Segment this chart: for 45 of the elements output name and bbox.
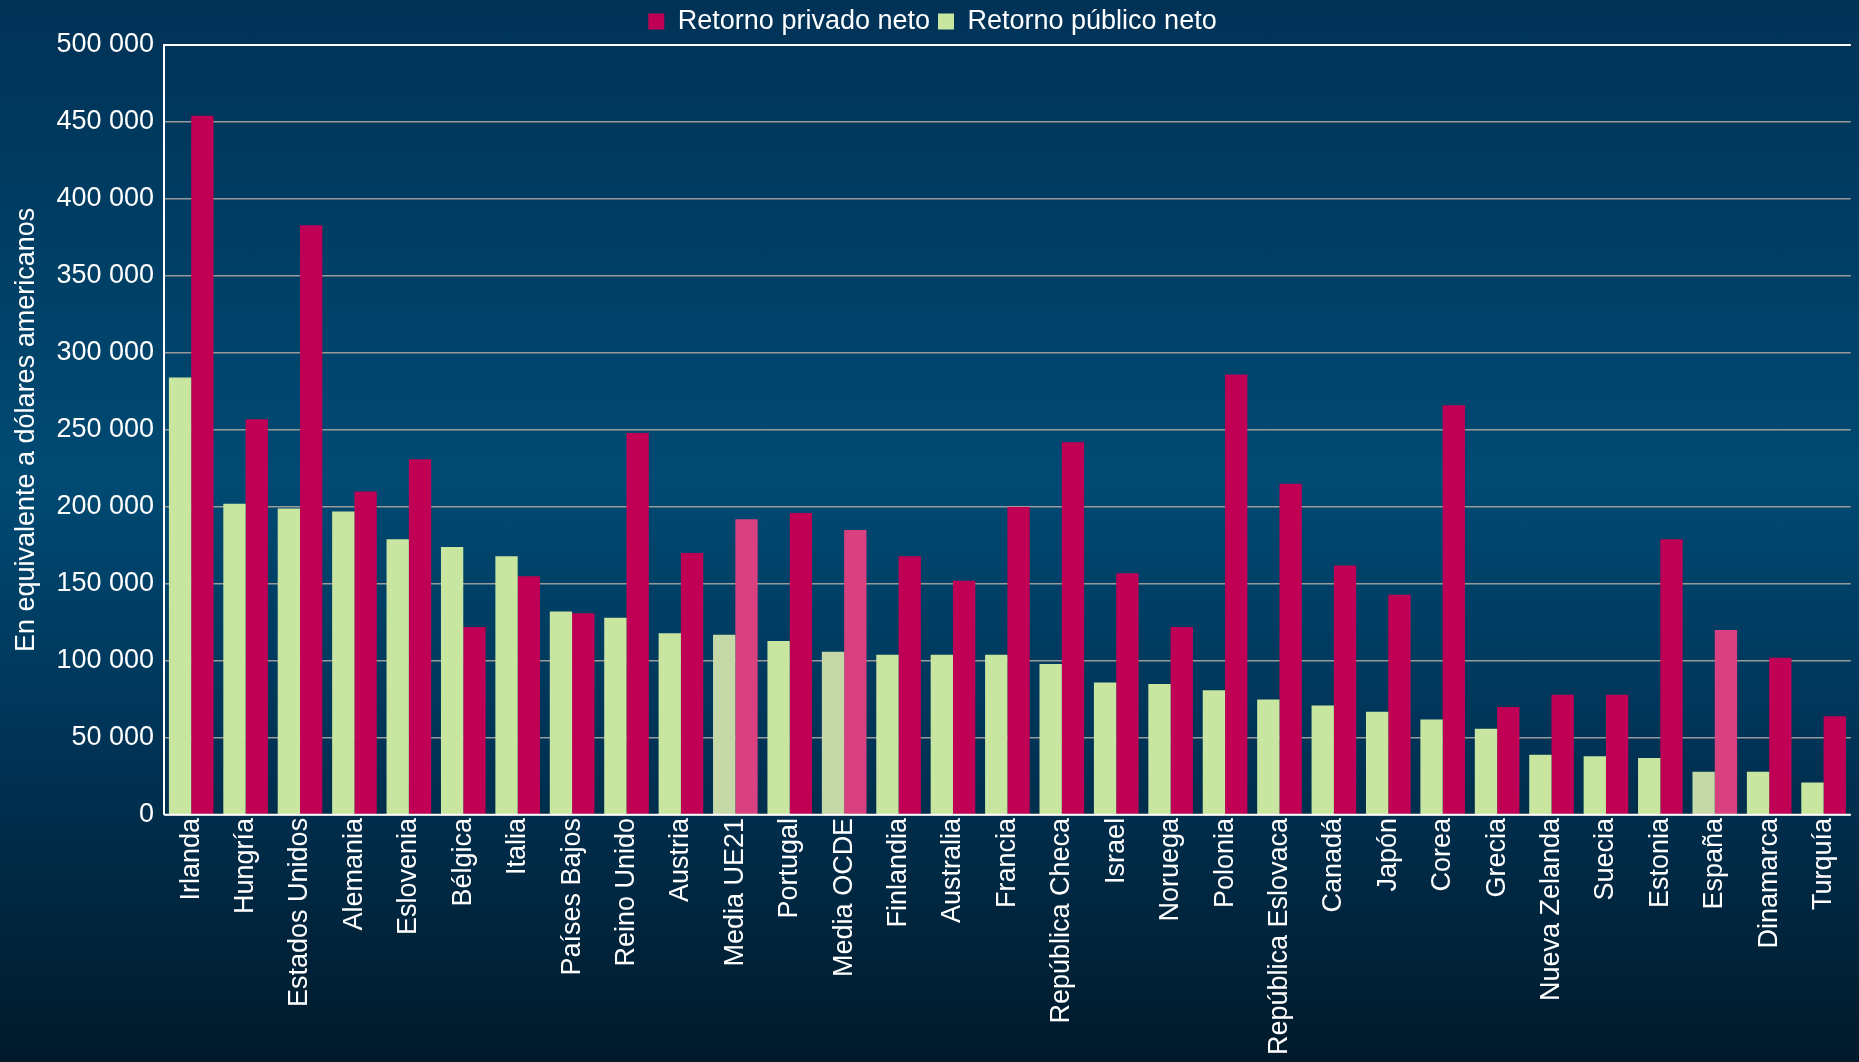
x-tick-label: Portugal xyxy=(773,817,804,919)
x-tick-label: Finlandia xyxy=(882,816,913,928)
y-tick-label: 100 000 xyxy=(56,644,154,675)
x-tick-label: Turquía xyxy=(1807,816,1838,910)
x-tick-label: Irlanda xyxy=(174,816,205,901)
x-tick-label: Grecia xyxy=(1480,816,1511,898)
x-tick-label: Alemania xyxy=(337,816,368,931)
y-tick-label: 200 000 xyxy=(56,490,154,521)
y-tick-label: 300 000 xyxy=(56,336,154,367)
y-tick-label: 150 000 xyxy=(56,567,154,598)
x-tick-label: Noruega xyxy=(1154,816,1185,922)
x-tick-label: República Checa xyxy=(1045,816,1076,1024)
x-tick-label: Canadá xyxy=(1317,816,1348,913)
x-tick-label: Nueva Zelanda xyxy=(1534,816,1565,1001)
y-axis-title: En equivalente a dólares americanos xyxy=(9,207,40,653)
x-tick-label: República Eslovaca xyxy=(1262,816,1293,1056)
y-tick-label: 450 000 xyxy=(56,105,154,136)
x-tick-label: Francia xyxy=(990,816,1021,908)
x-tick-label: Países Bajos xyxy=(555,817,586,976)
legend-label: Retorno público neto xyxy=(967,4,1217,35)
x-tick-label: Hungría xyxy=(229,816,260,914)
y-tick-label: 500 000 xyxy=(56,28,154,59)
x-tick-label: Japón xyxy=(1371,817,1402,892)
x-tick-label: Italia xyxy=(501,816,532,875)
x-tick-label: Bélgica xyxy=(446,816,477,907)
x-tick-label: Australia xyxy=(936,816,967,923)
x-tick-label: Polonia xyxy=(1208,816,1239,908)
y-tick-label: 400 000 xyxy=(56,182,154,213)
y-tick-label: 250 000 xyxy=(56,413,154,444)
x-tick-label: Media OCDE xyxy=(827,817,858,977)
x-tick-label: Estonia xyxy=(1643,816,1674,908)
x-tick-label: Israel xyxy=(1099,817,1130,884)
x-tick-label: Dinamarca xyxy=(1752,816,1783,949)
legend-label: Retorno privado neto xyxy=(677,4,931,35)
x-tick-label: Austria xyxy=(664,816,695,902)
x-tick-label: Media UE21 xyxy=(718,817,749,967)
x-tick-label: España xyxy=(1698,816,1729,910)
x-tick-label: Reino Unido xyxy=(609,817,640,967)
x-tick-label: Corea xyxy=(1426,816,1457,892)
y-tick-label: 0 xyxy=(138,798,154,829)
y-tick-label: 50 000 xyxy=(71,721,154,752)
y-tick-label: 350 000 xyxy=(56,259,154,290)
x-tick-label: Estados Unidos xyxy=(283,817,314,1007)
x-tick-label: Eslovenia xyxy=(392,816,423,935)
x-tick-label: Suecia xyxy=(1589,816,1620,901)
